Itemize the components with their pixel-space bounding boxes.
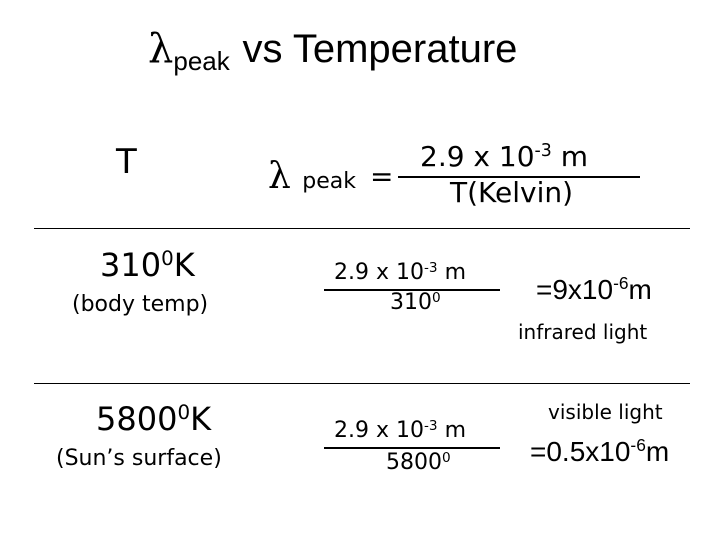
row1-result: =9x10-6m bbox=[536, 273, 652, 306]
row1-num-exp: -3 bbox=[424, 259, 438, 276]
row-divider bbox=[34, 383, 690, 384]
row2-temp-value: 5800 bbox=[96, 400, 178, 438]
formula-lambda: λ bbox=[268, 156, 291, 197]
row2-denominator: 58000 bbox=[386, 449, 451, 476]
row1-light-type: infrared light bbox=[518, 320, 648, 344]
row1-numerator: 2.9 x 10-3 m bbox=[334, 259, 467, 286]
row1-den-value: 310 bbox=[390, 290, 432, 315]
row1-label: (body temp) bbox=[72, 292, 209, 317]
row1-temp-sup: 0 bbox=[161, 247, 174, 271]
formula-num-unit: m bbox=[551, 140, 589, 173]
formula-lhs-subscript: peak bbox=[302, 169, 357, 194]
header-divider bbox=[34, 228, 690, 229]
row1-denominator: 3100 bbox=[390, 289, 441, 316]
row2-den-value: 5800 bbox=[386, 450, 442, 475]
row2-label: (Sun’s surface) bbox=[56, 446, 222, 471]
formula-numerator: 2.9 x 10-3 m bbox=[420, 140, 588, 173]
row1-temp-unit: K bbox=[173, 246, 195, 284]
row2-temperature: 58000K bbox=[96, 400, 211, 438]
row1-temperature: 3100K bbox=[100, 246, 195, 284]
row2-temp-unit: K bbox=[190, 400, 212, 438]
row1-den-sup: 0 bbox=[432, 289, 441, 306]
row1-num-unit: m bbox=[437, 260, 467, 285]
row2-num-exp: -3 bbox=[424, 417, 438, 434]
lambda-symbol: λ bbox=[148, 26, 174, 72]
row2-num-unit: m bbox=[437, 418, 467, 443]
row2-den-sup: 0 bbox=[442, 449, 451, 466]
row2-result-exp: -6 bbox=[630, 435, 646, 456]
row2-num-base: 2.9 x 10 bbox=[334, 418, 424, 443]
row2-numerator: 2.9 x 10-3 m bbox=[334, 417, 467, 444]
row2-temp-sup: 0 bbox=[177, 401, 191, 425]
formula-denominator: T(Kelvin) bbox=[450, 176, 574, 209]
title-subscript: peak bbox=[173, 46, 230, 76]
row2-result-base: =0.5x10 bbox=[530, 436, 631, 467]
formula-num-exp: -3 bbox=[534, 141, 552, 162]
temperature-column-header: T bbox=[116, 142, 137, 182]
row2-light-type: visible light bbox=[548, 400, 663, 424]
row1-result-unit: m bbox=[628, 274, 652, 305]
row2-fraction-bar bbox=[324, 447, 500, 449]
formula-fraction-bar bbox=[398, 176, 640, 178]
row1-fraction-bar bbox=[324, 289, 500, 291]
row1-result-exp: -6 bbox=[613, 273, 629, 294]
row2-result-unit: m bbox=[645, 436, 670, 467]
slide-title: λpeak vs Temperature bbox=[148, 26, 518, 76]
row1-num-base: 2.9 x 10 bbox=[334, 260, 424, 285]
row1-result-base: =9x10 bbox=[536, 274, 614, 305]
formula-equals: = bbox=[370, 160, 394, 193]
row2-result: =0.5x10-6m bbox=[530, 435, 670, 468]
formula-num-base: 2.9 x 10 bbox=[420, 140, 535, 173]
row1-temp-value: 310 bbox=[100, 246, 162, 284]
title-text: vs Temperature bbox=[242, 27, 518, 71]
formula-lhs: λ peak bbox=[268, 156, 356, 197]
